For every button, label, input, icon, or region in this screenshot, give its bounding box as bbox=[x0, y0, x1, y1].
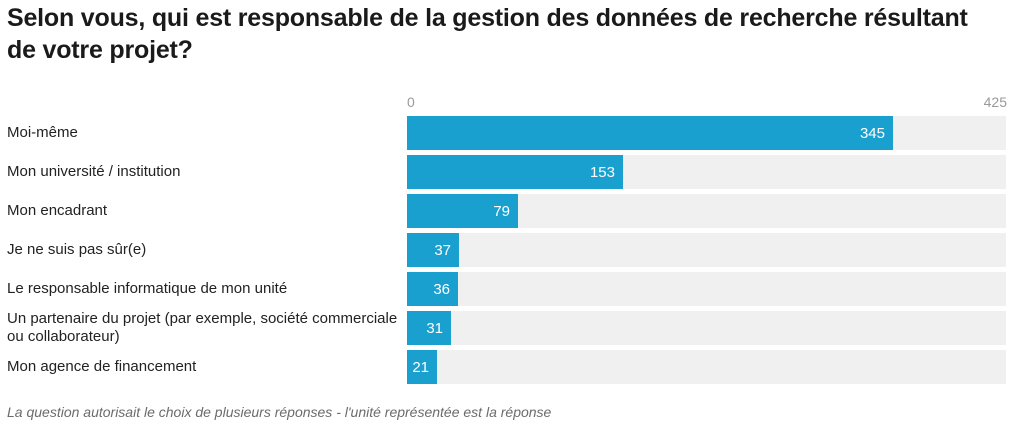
bar-row: Mon agence de financement 21 bbox=[0, 350, 1013, 384]
bar-track: 345 bbox=[407, 116, 1006, 150]
bar: 153 bbox=[407, 155, 623, 189]
bar: 79 bbox=[407, 194, 518, 228]
bar: 31 bbox=[407, 311, 451, 345]
bar-row: Mon encadrant 79 bbox=[0, 194, 1013, 228]
category-label: Le responsable informatique de mon unité bbox=[7, 280, 288, 297]
bar-track: 79 bbox=[407, 194, 1006, 228]
bar-track: 36 bbox=[407, 272, 1006, 306]
bar-track: 153 bbox=[407, 155, 1006, 189]
bar: 37 bbox=[407, 233, 459, 267]
category-label: Mon encadrant bbox=[7, 202, 108, 219]
bar-value-label: 21 bbox=[412, 359, 429, 376]
bar: 21 bbox=[407, 350, 437, 384]
category-label: Moi-même bbox=[7, 124, 78, 141]
bar-row: Un partenaire du projet (par exemple, so… bbox=[0, 310, 1013, 345]
x-axis-tick-max: 425 bbox=[983, 94, 1007, 110]
bar: 36 bbox=[407, 272, 458, 306]
bar-track: 31 bbox=[407, 311, 1006, 345]
category-label: Mon agence de financement bbox=[7, 358, 197, 375]
bar-track: 21 bbox=[407, 350, 1006, 384]
chart-title: Selon vous, qui est responsable de la ge… bbox=[7, 4, 968, 64]
bar-value-label: 153 bbox=[589, 164, 615, 181]
bar-row: Mon université / institution 153 bbox=[0, 155, 1013, 189]
x-axis-tick-min: 0 bbox=[407, 94, 415, 110]
category-label: Mon université / institution bbox=[7, 163, 181, 180]
bar-value-label: 36 bbox=[433, 281, 450, 298]
bar-track: 37 bbox=[407, 233, 1006, 267]
chart-footnote: La question autorisait le choix de plusi… bbox=[7, 404, 552, 420]
bar-value-label: 31 bbox=[426, 320, 443, 337]
bar-value-label: 79 bbox=[493, 203, 510, 220]
category-label: Un partenaire du projet (par exemple, so… bbox=[7, 310, 398, 345]
bar: 345 bbox=[407, 116, 893, 150]
bar-row: Moi-même 345 bbox=[0, 116, 1013, 150]
bar-row: Le responsable informatique de mon unité… bbox=[0, 272, 1013, 306]
bar-value-label: 37 bbox=[434, 242, 451, 259]
bar-row: Je ne suis pas sûr(e) 37 bbox=[0, 233, 1013, 267]
bar-value-label: 345 bbox=[859, 125, 885, 142]
category-label: Je ne suis pas sûr(e) bbox=[7, 241, 147, 258]
